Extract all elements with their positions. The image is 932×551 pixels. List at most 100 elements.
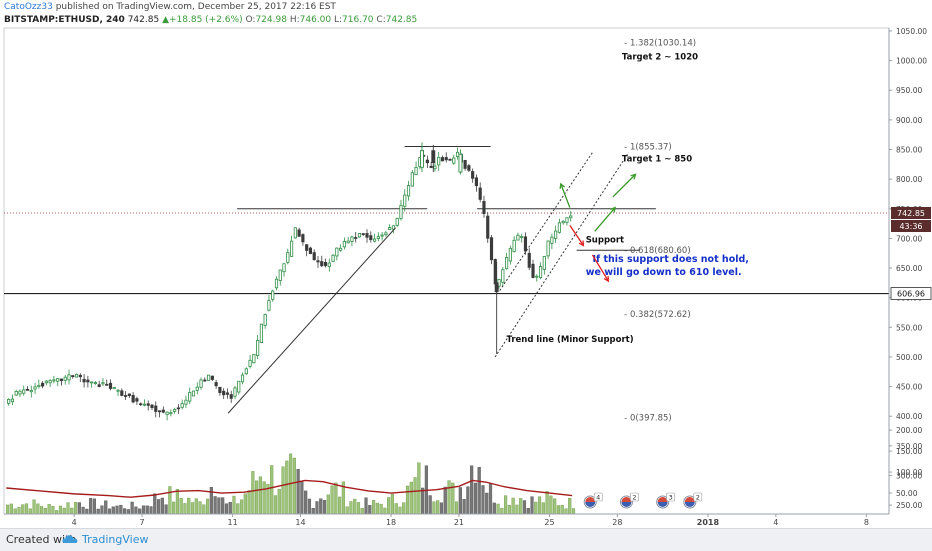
candle-body [146,403,150,406]
candle-body [74,373,79,378]
candle-body [274,278,279,289]
volume-bar [202,504,206,515]
volume-bar [85,508,89,515]
volume-bar [24,503,29,515]
candle-body [335,247,339,257]
tradingview-brand[interactable]: TradingView [82,533,149,546]
volume-bar [402,502,406,515]
candle-body [565,217,569,223]
volume-bar [141,505,146,515]
candle-body [420,150,424,168]
volume-bar [511,497,515,515]
candle-body [399,204,403,219]
volume-bar [175,489,179,515]
candle-body [557,222,562,233]
candle-body [240,374,245,383]
candle-body [173,408,177,412]
change-up-icon: ▲ [162,15,169,25]
candle-body [63,376,67,381]
candle-body [101,382,105,385]
volume-bar [409,481,413,515]
volume-bar [519,498,523,515]
candle-body [403,194,407,207]
volume-bar [285,460,289,515]
volume-bar [526,507,530,515]
triangle-trendline-line [227,227,396,414]
volume-bar [500,507,504,515]
volume-bar [172,501,176,515]
volume-bar [360,508,364,515]
event-flag-stripe [657,502,668,507]
level-606-badge: 606.96 [897,290,925,299]
candle-body [331,254,335,262]
candle-body [516,234,520,241]
candle-body [520,236,524,238]
volume-bar [326,494,330,515]
volume-bar [549,495,553,515]
volume-bar [473,482,478,515]
volume-bar [251,471,255,515]
candle-body [142,403,147,406]
time-tick-label: 25 [544,518,554,527]
volume-bar [273,495,278,515]
candle-body [71,375,75,377]
candle-body [108,382,113,389]
volume-bar [160,497,164,515]
price-chart[interactable]: - 1.382(1030.14) - 1(855.37) - 0.618(680.6… [0,0,932,528]
volume-bar [77,502,81,515]
volume-bar [541,502,545,515]
volume-bar [371,500,376,515]
time-tick-label: 4 [773,518,778,527]
note-line-1-text: If this support does not hold, [592,254,748,265]
volume-bar [123,508,127,515]
support-text-text: Support [586,236,624,246]
volume-bar [398,506,402,515]
time-tick-label: 14 [295,518,305,527]
candle-body [546,240,550,257]
candle-body [184,399,188,405]
candle-body [350,236,354,242]
candle-body [316,260,320,263]
channel-upper-line [499,152,593,291]
candle-body [199,379,203,388]
trend-line-text-text: Trend line (Minor Support) [506,335,633,345]
price-tick-label: 700.00 [896,234,922,243]
event-flag-stripe [621,497,632,502]
candle-body [233,387,237,397]
price-tick-label: 350.00 [896,442,922,451]
volume-bar [345,506,349,515]
candle-body [214,382,218,387]
volume-bar [311,508,315,515]
close-label: C: [376,15,386,25]
volume-bar [571,508,576,515]
volume-bar [6,504,10,515]
volume-bar [338,496,342,515]
author-link[interactable]: CatoOzz33 [4,2,53,12]
volume-bar [81,506,85,515]
volume-bar [17,506,21,515]
volume-bar [104,500,108,515]
candle-body [263,314,267,326]
candle-body [305,244,309,251]
volume-bar [470,465,474,515]
candle-body [561,220,565,224]
red-arrow-down-big-head [603,276,610,283]
candle-body [308,247,313,254]
green-arrow-up-mid-shaft [594,207,616,232]
candle-body [512,239,516,252]
publish-info: CatoOzz33 published on TradingView.com, … [4,2,336,12]
volume-bar [349,501,353,515]
candle-body [357,233,362,238]
candle-body [569,215,573,219]
volume-bar [228,501,232,515]
volume-bar [28,508,32,515]
time-tick-label: 8 [864,518,869,527]
last-price-badge-box [891,207,931,220]
time-tick-label: 28 [612,518,622,527]
volume-bar [281,466,285,515]
volume-bar [70,507,74,515]
volume-bar [507,505,511,515]
volume-bar [477,466,481,515]
volume-tick-label: 150.00 [896,447,922,456]
volume-bar [183,503,187,515]
